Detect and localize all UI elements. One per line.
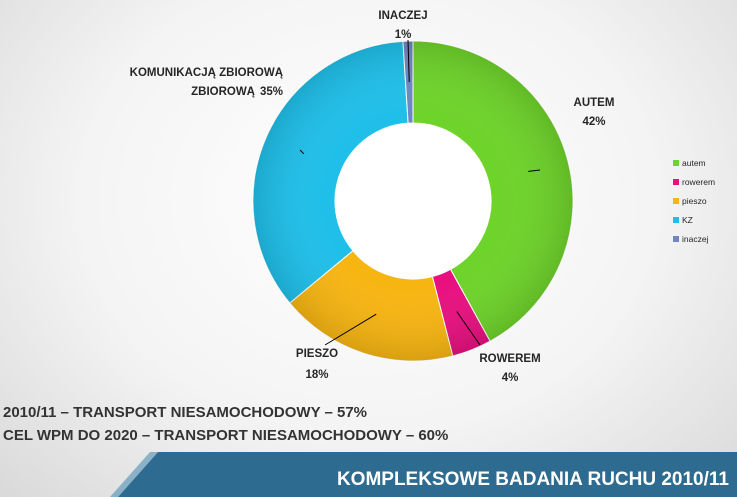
donut-hole	[335, 123, 491, 279]
slice-label-autem-name: AUTEM	[574, 97, 615, 109]
summary-line-1: 2010/11 – TRANSPORT NIESAMOCHODOWY – 57%	[3, 404, 367, 421]
legend-swatch-rowerem	[673, 179, 679, 185]
slice-label-pieszo-name: PIESZO	[296, 348, 338, 360]
legend-label-rowerem: rowerem	[682, 177, 715, 187]
slice-label-inaczej-percent: 1%	[395, 29, 412, 41]
slice-label-inaczej-name: INACZEJ	[378, 10, 427, 22]
legend-label-kz: KZ	[682, 215, 693, 225]
leader-line-inaczej	[407, 39, 410, 83]
slice-label-kz-name-2: ZBIOROWĄ	[191, 86, 255, 98]
leader-line-rowerem	[456, 311, 481, 346]
slice-label-kz-name: KOMUNIKACJĄ ZBIOROWĄ	[130, 67, 283, 79]
leader-lines	[299, 39, 541, 346]
legend-label-pieszo: pieszo	[682, 196, 707, 206]
legend-swatch-inaczej	[673, 236, 679, 242]
legend-swatch-kz	[673, 217, 679, 223]
legend-swatch-autem	[673, 160, 679, 166]
leader-line-pieszo	[324, 313, 377, 346]
donut-slices	[252, 40, 574, 362]
legend-label-autem: autem	[682, 158, 706, 168]
slice-label-rowerem-name: ROWEREM	[479, 353, 540, 365]
footer-band-accent	[110, 452, 158, 497]
slice-label-autem-percent: 42%	[582, 116, 605, 128]
leader-line-autem	[528, 169, 541, 172]
legend-label-inaczej: inaczej	[682, 234, 709, 244]
slice-label-kz-percent: 35%	[260, 86, 283, 98]
footer-band	[118, 452, 737, 497]
slice-label-pieszo-percent: 18%	[305, 369, 328, 381]
footer-title: KOMPLEKSOWE BADANIA RUCHU 2010/11	[336, 469, 729, 490]
legend: autem rowerem pieszo KZ inaczej	[673, 158, 715, 244]
leader-line-kz	[299, 149, 305, 155]
legend-swatch-pieszo	[673, 198, 679, 204]
summary-line-2: CEL WPM DO 2020 – TRANSPORT NIESAMOCHODO…	[3, 427, 449, 444]
slice-label-rowerem-percent: 4%	[502, 372, 519, 384]
